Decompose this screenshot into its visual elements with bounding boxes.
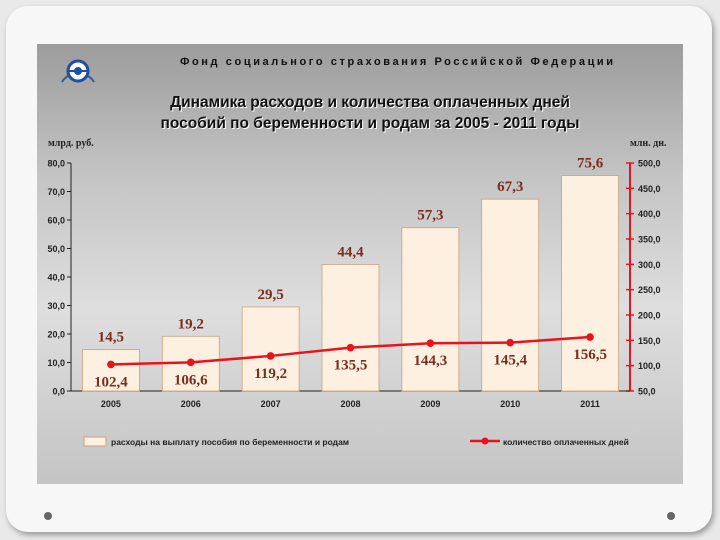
title-line-2: пособий по беременности и родам за 2005 … (160, 115, 580, 132)
bar-2005 (82, 349, 140, 392)
x-tick-label: 2006 (181, 399, 201, 409)
right-axis-tick-label: 250,0 (638, 285, 661, 295)
right-axis-tick-label: 200,0 (638, 311, 661, 321)
line-value-label: 119,2 (254, 366, 287, 382)
left-axis-tick-label: 70,0 (47, 187, 65, 197)
line-value-label: 145,4 (493, 353, 527, 369)
right-axis-tick-label: 300,0 (638, 260, 661, 270)
bar-value-label: 29,5 (258, 287, 284, 303)
days-point-2005 (107, 360, 115, 369)
right-axis-tick-label: 150,0 (638, 336, 661, 346)
x-tick-label: 2010 (500, 399, 520, 409)
bar-value-label: 57,3 (417, 208, 443, 224)
x-tick-label: 2008 (340, 399, 360, 409)
x-tick-label: 2011 (580, 399, 600, 409)
left-axis-tick-label: 0,0 (52, 387, 65, 397)
x-tick-label: 2007 (261, 399, 281, 409)
organization-name: Фонд социального страхования Российской … (180, 56, 616, 68)
x-tick-label: 2009 (420, 399, 440, 409)
left-axis-tick-label: 40,0 (47, 273, 65, 283)
left-axis-unit: млрд. руб. (48, 138, 94, 149)
days-point-2010 (506, 338, 515, 347)
fss-logo-icon (61, 59, 95, 83)
left-axis-tick-label: 10,0 (47, 358, 65, 368)
days-point-2009 (426, 339, 435, 348)
bar-2010 (481, 198, 540, 392)
right-axis-tick-label: 500,0 (638, 159, 661, 169)
days-point-2008 (346, 343, 355, 352)
right-axis-tick-label: 350,0 (638, 235, 661, 245)
legend-bar-label: расходы на выплату пособия по беременнос… (111, 437, 349, 447)
line-value-label: 144,3 (413, 353, 447, 369)
slide-dot-decoration (44, 512, 52, 520)
left-axis-tick-label: 20,0 (47, 330, 65, 340)
bar-2009 (401, 227, 460, 392)
bar-2007 (241, 306, 300, 392)
right-axis-unit: млн. дн. (630, 138, 667, 149)
bar-value-label: 19,2 (178, 316, 204, 332)
line-value-label: 156,5 (573, 347, 607, 363)
right-axis-tick-label: 100,0 (638, 361, 661, 371)
left-axis-tick-label: 30,0 (47, 301, 65, 311)
right-axis-tick-label: 400,0 (638, 209, 661, 219)
legend-bar-swatch (83, 436, 107, 447)
legend-line-label: количество оплаченных дней (503, 437, 629, 447)
slide-dot-decoration (667, 512, 675, 520)
legend-line-marker (481, 437, 489, 445)
line-value-label: 135,5 (334, 358, 368, 374)
x-tick-label: 2005 (101, 399, 121, 409)
days-point-2006 (186, 358, 195, 367)
bar-value-label: 44,4 (337, 244, 364, 260)
days-point-2011 (586, 333, 594, 341)
bar-value-label: 75,6 (577, 156, 604, 172)
line-value-label: 106,6 (174, 372, 208, 388)
chart-title: Динамика расходов и количества оплаченны… (120, 92, 620, 134)
right-axis-tick-label: 50,0 (638, 387, 656, 397)
left-axis-tick-label: 60,0 (47, 216, 65, 226)
right-axis-tick-label: 450,0 (638, 184, 661, 194)
bar-2011 (561, 175, 619, 392)
days-point-2007 (266, 352, 275, 360)
title-line-1: Динамика расходов и количества оплаченны… (170, 94, 570, 111)
left-axis-tick-label: 80,0 (47, 159, 65, 169)
left-axis-tick-label: 50,0 (47, 244, 65, 254)
bar-2008 (321, 264, 380, 392)
bar-value-label: 14,5 (98, 330, 124, 346)
bar-value-label: 67,3 (497, 179, 523, 195)
line-value-label: 102,4 (94, 374, 128, 390)
